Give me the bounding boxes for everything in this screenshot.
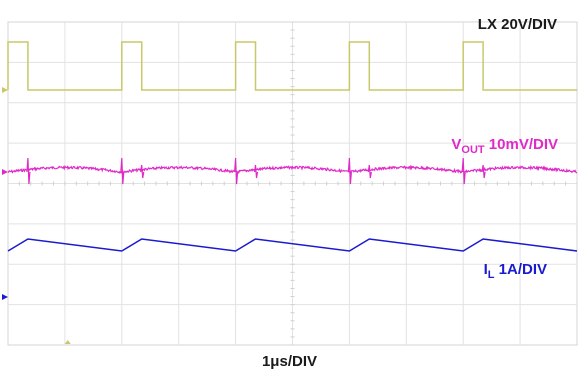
vout-spike [367, 164, 372, 179]
lx-channel-name: LX [477, 16, 497, 33]
trigger-marker [64, 340, 71, 344]
vout-channel-name: V [451, 136, 462, 153]
channel-markers [2, 87, 71, 344]
il-channel-label: IL 1A/DIV [484, 261, 547, 281]
vout-channel-label: VOUT 10mV/DIV [451, 136, 558, 156]
lx-trace [7, 41, 577, 91]
x-axis-label: 1μs/DIV [261, 353, 318, 370]
channel-ground-marker [2, 87, 8, 93]
channel-ground-marker [2, 169, 8, 175]
lx-channel-scale: 20V/DIV [501, 16, 557, 33]
vout-channel-subscript: OUT [461, 144, 485, 156]
vout-channel-scale: 10mV/DIV [488, 136, 558, 153]
vout-spike [26, 157, 31, 185]
traces [7, 41, 578, 252]
lx-channel-label: LX 20V/DIV [478, 16, 557, 33]
vout-spike [347, 157, 352, 185]
vout-spike [253, 164, 259, 179]
grid [7, 21, 578, 346]
vout-spike [481, 164, 486, 179]
vout-spike [234, 157, 239, 185]
il-channel-name: I [483, 261, 488, 278]
il-trace [7, 238, 578, 252]
vout-spike [461, 157, 466, 185]
il-channel-scale: 1A/DIV [498, 261, 547, 278]
vout-spike [140, 164, 145, 179]
channel-ground-marker [2, 294, 8, 300]
vout-spike [120, 157, 125, 185]
il-channel-subscript: L [487, 269, 495, 281]
